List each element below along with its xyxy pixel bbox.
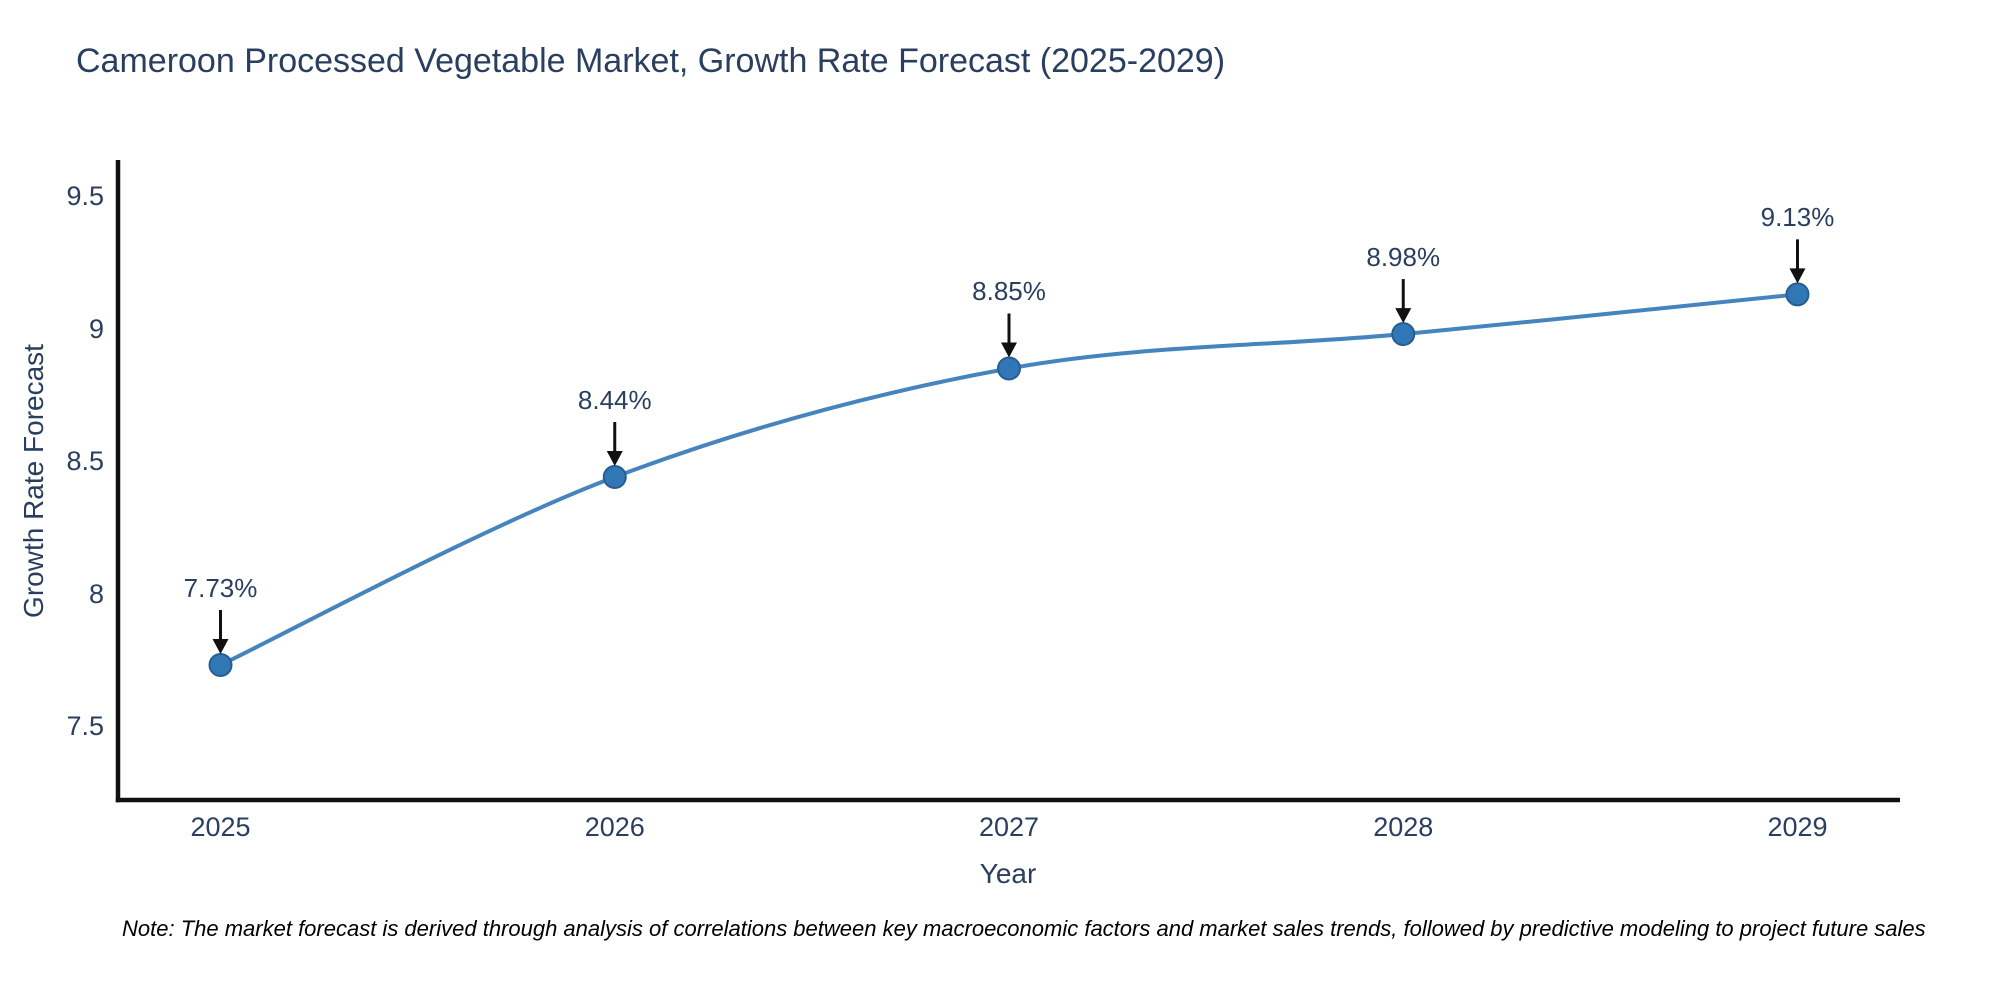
point-value-label: 9.13% <box>1760 202 1835 233</box>
data-point-marker <box>1391 322 1416 347</box>
data-point-marker <box>1785 282 1810 307</box>
x-axis-title: Year <box>979 858 1037 889</box>
x-tick-label: 2027 <box>978 812 1040 842</box>
annotation-arrowhead-icon <box>1789 268 1806 284</box>
y-tick-label: 9 <box>88 313 104 344</box>
point-value-label: 7.73% <box>183 572 258 603</box>
point-value-label: 8.85% <box>972 276 1046 307</box>
data-point-marker <box>602 465 627 490</box>
y-tick-label: 8 <box>88 578 104 609</box>
point-value-label: 8.44% <box>577 385 652 416</box>
x-tick-label: 2029 <box>1767 812 1828 842</box>
annotation-arrowhead-icon <box>606 451 623 467</box>
x-tick-label: 2026 <box>584 812 645 842</box>
x-tick-label: 2025 <box>190 812 251 842</box>
y-tick-label: 8.5 <box>66 446 104 477</box>
annotation-arrowhead-icon <box>1395 308 1412 324</box>
y-tick-label: 9.5 <box>66 181 104 212</box>
footnote: Note: The market forecast is derived thr… <box>122 916 1926 941</box>
annotation-arrowhead-icon <box>212 638 229 654</box>
y-tick-label: 7.5 <box>66 710 104 741</box>
annotation-arrowhead-icon <box>1001 342 1017 358</box>
chart-title: Cameroon Processed Vegetable Market, Gro… <box>76 42 1226 80</box>
x-tick-label: 2028 <box>1373 812 1434 842</box>
point-value-label: 8.98% <box>1366 242 1441 273</box>
data-point-marker <box>208 652 233 677</box>
data-point-marker <box>997 356 1021 381</box>
